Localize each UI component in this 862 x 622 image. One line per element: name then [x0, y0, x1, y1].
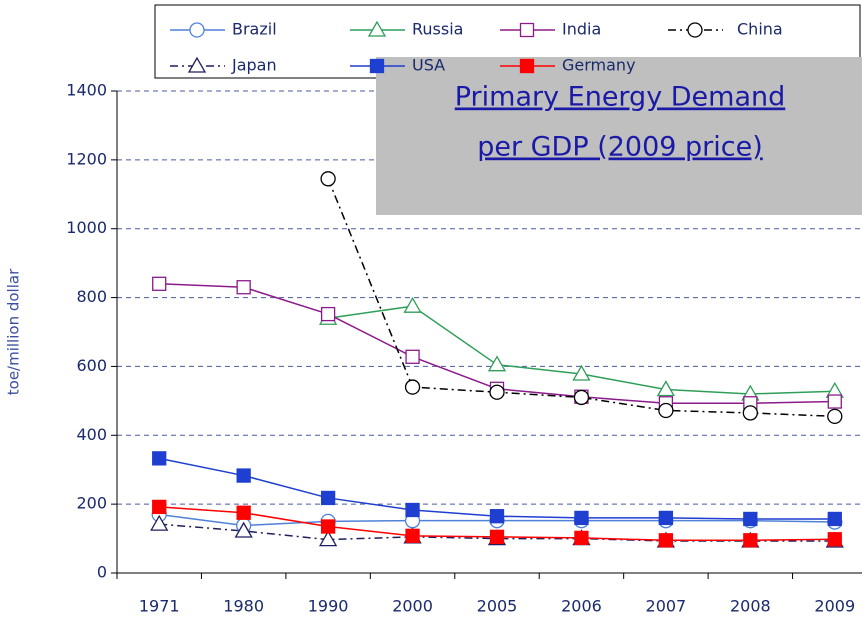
- title-box: [376, 57, 862, 215]
- data-point: [489, 529, 505, 544]
- y-tick-label: 1200: [66, 149, 107, 168]
- legend-marker: [367, 20, 387, 37]
- data-point: [234, 521, 253, 538]
- data-point: [574, 530, 589, 546]
- chart-title: per GDP (2009 price): [477, 132, 763, 163]
- data-point: [405, 349, 420, 364]
- legend-label: Russia: [412, 20, 463, 39]
- legend-marker: [369, 58, 385, 74]
- x-tick-label: 1971: [139, 597, 180, 616]
- data-point: [152, 499, 167, 515]
- data-point: [405, 528, 420, 543]
- data-point: [320, 171, 336, 187]
- data-point: [152, 451, 167, 466]
- data-point: [405, 502, 420, 518]
- data-point: [656, 380, 676, 397]
- legend-marker: [189, 22, 205, 38]
- legend-label: China: [737, 20, 783, 39]
- x-tick-label: 1980: [223, 597, 264, 616]
- data-point: [320, 519, 336, 534]
- y-tick-label: 200: [76, 494, 107, 513]
- data-point: [572, 364, 591, 381]
- legend-label: USA: [412, 56, 445, 75]
- data-point: [827, 394, 842, 409]
- data-point: [487, 355, 507, 372]
- data-point: [236, 468, 251, 483]
- y-tick-label: 600: [76, 356, 107, 375]
- x-tick-label: 2008: [730, 597, 771, 616]
- x-tick-label: 2009: [814, 597, 855, 616]
- legend-marker: [187, 56, 207, 73]
- data-point: [320, 490, 336, 506]
- data-point: [827, 532, 842, 547]
- x-tick-label: 1990: [308, 597, 349, 616]
- legend-marker: [519, 22, 535, 38]
- legend-label: Germany: [562, 56, 636, 75]
- data-point: [658, 533, 674, 548]
- data-point: [403, 296, 422, 313]
- data-point: [320, 306, 336, 322]
- data-point: [658, 510, 674, 526]
- chart-title: Primary Energy Demand: [455, 82, 786, 113]
- y-tick-label: 1000: [66, 218, 107, 237]
- data-point: [827, 511, 842, 527]
- data-point: [318, 530, 338, 547]
- data-point: [827, 408, 843, 425]
- data-point: [573, 389, 590, 406]
- y-tick-label: 400: [76, 425, 107, 444]
- y-tick-label: 800: [76, 287, 107, 306]
- x-tick-label: 2006: [561, 597, 602, 616]
- data-point: [489, 509, 505, 524]
- legend-label: Japan: [231, 56, 277, 75]
- data-point: [742, 405, 758, 421]
- data-point: [236, 280, 251, 295]
- legend-marker: [687, 22, 703, 38]
- data-point: [236, 505, 251, 520]
- legend-label: Brazil: [232, 20, 277, 39]
- y-tick-label: 0: [97, 563, 107, 582]
- y-axis-label: toe/million dollar: [5, 268, 23, 395]
- data-point: [489, 384, 505, 400]
- legend-marker: [519, 58, 535, 74]
- series-line: [328, 305, 835, 395]
- data-point: [743, 533, 758, 548]
- data-point: [743, 511, 758, 527]
- data-point: [658, 402, 674, 419]
- data-point: [404, 379, 421, 395]
- data-point: [152, 276, 167, 291]
- data-point: [574, 510, 589, 526]
- legend-label: India: [562, 20, 601, 39]
- y-tick-label: 1400: [66, 81, 107, 100]
- data-point: [150, 514, 169, 531]
- x-tick-label: 2005: [477, 597, 518, 616]
- x-tick-label: 2007: [646, 597, 687, 616]
- x-tick-label: 2000: [392, 597, 433, 616]
